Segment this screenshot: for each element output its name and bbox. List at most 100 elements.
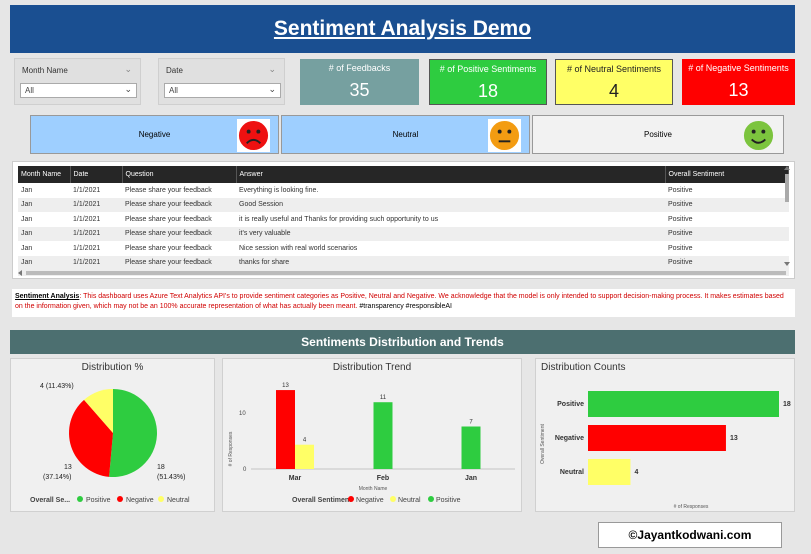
kpi-negative: # of Negative Sentiments 13 bbox=[682, 59, 795, 105]
table-cell: Positive bbox=[668, 186, 693, 194]
chart-title: Distribution Counts bbox=[541, 362, 626, 373]
table-cell: Jan bbox=[18, 226, 70, 241]
table-cell: Everything is looking fine. bbox=[239, 186, 319, 194]
page-title: Sentiment Analysis Demo bbox=[273, 17, 532, 40]
legend-item[interactable]: Negative bbox=[126, 497, 154, 504]
table-cell: 1/1/2021 bbox=[70, 255, 122, 270]
data-label: 4 bbox=[303, 438, 307, 444]
kpi-positive: # of Positive Sentiments 18 bbox=[429, 59, 547, 105]
pie-slice-neutral[interactable] bbox=[84, 389, 113, 433]
note-label: Sentiment Analysis bbox=[15, 293, 80, 300]
table-row[interactable]: Jan 1/1/2021 Please share your feedback Nic… bbox=[18, 241, 789, 256]
note-text: : This dashboard uses Azure Text Analyti… bbox=[15, 293, 784, 310]
table-cell: Jan bbox=[21, 244, 33, 252]
table-cell: Positive bbox=[665, 197, 789, 212]
positive-filter-button[interactable]: Positive bbox=[532, 115, 784, 154]
bar-neutral-mar[interactable] bbox=[295, 444, 314, 469]
table-row[interactable]: Jan 1/1/2021 Please share your feedback Goo… bbox=[18, 197, 789, 212]
bar-positive-feb[interactable] bbox=[373, 402, 393, 469]
dropdown-value: All bbox=[25, 86, 34, 95]
bar-negative[interactable] bbox=[588, 425, 726, 451]
x-axis-label: # of Responses bbox=[674, 504, 709, 510]
table-row[interactable]: Jan 1/1/2021 Please share your feedback Eve… bbox=[18, 183, 789, 198]
button-label: Positive bbox=[643, 130, 672, 139]
y-tick-label: Neutral bbox=[560, 469, 584, 476]
legend-item[interactable]: Positive bbox=[86, 497, 111, 504]
table-cell: Jan bbox=[18, 197, 70, 212]
legend-swatch-positive bbox=[77, 496, 83, 502]
legend-item[interactable]: Negative bbox=[356, 497, 384, 504]
dropdown-value: All bbox=[169, 86, 178, 95]
legend-swatch-positive bbox=[428, 496, 434, 502]
bar-neutral[interactable] bbox=[588, 459, 631, 485]
legend-swatch-neutral bbox=[158, 496, 164, 502]
chart-title: Distribution Trend bbox=[332, 362, 412, 373]
table-cell: Please share your feedback bbox=[122, 197, 236, 212]
column-header[interactable]: Overall Sentiment bbox=[665, 166, 789, 183]
kpi-title: # of Feedbacks bbox=[328, 63, 391, 73]
neutral-filter-button[interactable]: Neutral bbox=[281, 115, 530, 154]
legend-item[interactable]: Neutral bbox=[167, 497, 190, 504]
horizontal-scrollbar[interactable] bbox=[18, 270, 789, 276]
column-header[interactable]: Month Name bbox=[18, 166, 71, 183]
column-header[interactable]: Question bbox=[122, 166, 237, 183]
negative-filter-button[interactable]: Negative bbox=[30, 115, 279, 154]
column-header[interactable]: Date bbox=[70, 166, 123, 183]
chevron-down-icon: ⌄ bbox=[268, 84, 276, 94]
slicer-label: Month Name bbox=[22, 66, 68, 75]
vertical-scrollbar[interactable] bbox=[784, 166, 790, 266]
table-cell: Please share your feedback bbox=[125, 244, 212, 252]
table-row[interactable]: Jan 1/1/2021 Please share your feedback it'… bbox=[18, 226, 789, 241]
data-label: 4 (11.43%) bbox=[40, 383, 74, 390]
date-dropdown[interactable]: All ⌄ bbox=[164, 83, 281, 98]
table-cell: 1/1/2021 bbox=[73, 244, 101, 252]
kpi-feedbacks: # of Feedbacks 35 bbox=[300, 59, 419, 105]
x-tick-label: Mar bbox=[289, 475, 302, 482]
table-cell: 1/1/2021 bbox=[73, 186, 101, 194]
table-cell: Please share your feedback bbox=[122, 226, 236, 241]
kpi-neutral: # of Neutral Sentiments 4 bbox=[555, 59, 673, 105]
distribution-trend-panel: Distribution Trend # of Responses 0 10 M… bbox=[222, 358, 522, 512]
button-label: Neutral bbox=[392, 130, 419, 139]
data-label: 18 bbox=[157, 464, 165, 471]
chart-title: Distribution % bbox=[81, 362, 144, 373]
distribution-counts-panel: Distribution Counts Overall Sentiment # … bbox=[535, 358, 795, 512]
note-tags: #transparency #responsibleAI bbox=[357, 303, 452, 310]
date-slicer[interactable]: Date ⌄ All ⌄ bbox=[158, 58, 285, 105]
data-label: (51.43%) bbox=[157, 474, 185, 481]
section-title: Sentiments Distribution and Trends bbox=[10, 330, 795, 354]
table-cell: Positive bbox=[668, 244, 693, 252]
happy-face-icon bbox=[743, 120, 774, 151]
bar-positive[interactable] bbox=[588, 391, 779, 417]
kpi-value: 13 bbox=[728, 80, 749, 100]
legend-item[interactable]: Positive bbox=[436, 497, 461, 504]
table-row[interactable]: Jan 1/1/2021 Please share your feedback tha… bbox=[18, 255, 789, 270]
distribution-pie-panel: Distribution % 4 (11.43%) 13 (37.14%) 18… bbox=[10, 358, 215, 512]
pie-slice-positive[interactable] bbox=[109, 389, 157, 477]
chevron-down-icon[interactable]: ⌄ bbox=[268, 64, 276, 74]
table-cell: Jan bbox=[18, 255, 70, 270]
data-label: 11 bbox=[380, 395, 387, 401]
pie-chart: 4 (11.43%) 13 (37.14%) 18 (51.43%) Overa… bbox=[30, 383, 190, 504]
month-name-slicer[interactable]: Month Name ⌄ All ⌄ bbox=[14, 58, 141, 105]
data-label: 13 bbox=[730, 435, 738, 442]
credit-label: ©Jayantkodwani.com bbox=[598, 522, 782, 548]
table-cell: thanks for share bbox=[236, 255, 665, 270]
bar-negative-mar[interactable] bbox=[276, 390, 295, 469]
y-tick-label: 0 bbox=[243, 467, 247, 473]
column-header[interactable]: Answer bbox=[236, 166, 666, 183]
legend-title: Overall Sentiment bbox=[292, 497, 352, 504]
table-cell: Nice session with real world scenarios bbox=[239, 244, 358, 252]
bar-positive-jan[interactable] bbox=[461, 426, 481, 470]
pie-slice-negative[interactable] bbox=[69, 399, 113, 477]
y-tick-label: Positive bbox=[557, 401, 584, 408]
chevron-down-icon[interactable]: ⌄ bbox=[124, 64, 132, 74]
legend-swatch-negative bbox=[348, 496, 354, 502]
x-tick-label: Jan bbox=[465, 475, 477, 482]
table-row[interactable]: Jan 1/1/2021 Please share your feedback it … bbox=[18, 212, 789, 227]
month-name-dropdown[interactable]: All ⌄ bbox=[20, 83, 137, 98]
table-header-row: Month Name Date Question Answer Overall … bbox=[18, 166, 789, 183]
legend-item[interactable]: Neutral bbox=[398, 497, 421, 504]
credit-text: ©Jayantkodwani.com bbox=[628, 528, 752, 542]
table-cell: Positive bbox=[665, 255, 789, 270]
